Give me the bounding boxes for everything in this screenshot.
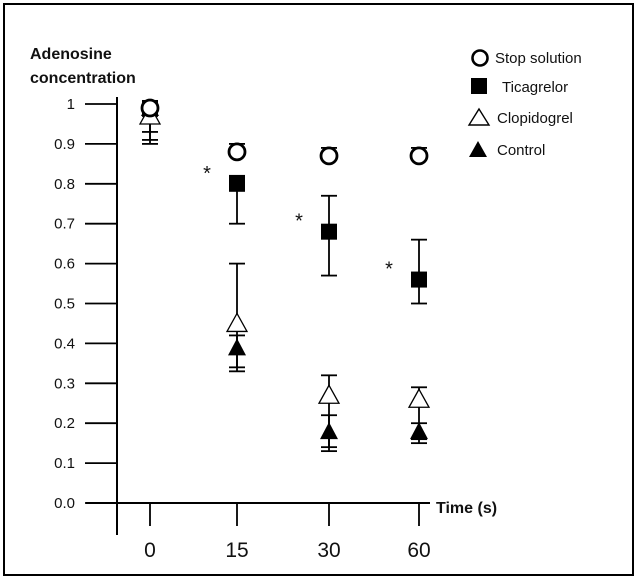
legend-open-triangle-icon	[467, 107, 491, 126]
y-axis-title-line-1: Adenosine	[30, 46, 112, 63]
x-tick-label: 15	[225, 539, 248, 562]
legend-item-control: Control	[469, 141, 545, 159]
axes	[86, 97, 430, 535]
stop-solution-point	[140, 98, 160, 118]
legend-filled-square-icon	[471, 78, 487, 94]
data-markers	[138, 98, 431, 440]
legend-label: Clopidogrel	[497, 110, 573, 127]
significance-markers: * * *	[203, 163, 393, 281]
x-tick-label: 60	[407, 539, 430, 562]
y-tick-label: 1	[67, 96, 75, 113]
x-axis-title: Time (s)	[436, 500, 497, 517]
y-tick-label: 0.0	[54, 495, 75, 512]
y-tick-label: 0.2	[54, 415, 75, 432]
x-tick-label: 0	[144, 539, 156, 562]
legend-item-clopidogrel: Clopidogrel	[467, 107, 573, 127]
control-point	[320, 422, 338, 440]
control-point	[228, 338, 246, 356]
x-tick-label: 30	[317, 539, 340, 562]
y-tick-label: 0.9	[54, 136, 75, 153]
significance-star: *	[203, 163, 211, 185]
y-ticks: 0.0 0.1 0.2 0.3 0.4 0.5 0.6 0.7 0.8 0.9 1	[54, 96, 117, 512]
y-tick-label: 0.5	[54, 296, 75, 313]
y-tick-label: 0.3	[54, 375, 75, 392]
significance-star: *	[295, 211, 303, 233]
y-tick-label: 0.8	[54, 176, 75, 193]
clopidogrel-point	[317, 383, 341, 404]
legend-item-ticagrelor: Ticagrelor	[471, 78, 568, 96]
clopidogrel-point	[225, 312, 249, 333]
legend-open-circle-icon	[471, 49, 489, 67]
legend-label: Ticagrelor	[502, 79, 568, 96]
clopidogrel-point	[407, 387, 431, 408]
legend-label: Control	[497, 142, 545, 159]
y-tick-label: 0.1	[54, 455, 75, 472]
control-point	[410, 422, 428, 440]
stop-solution-point	[227, 142, 247, 162]
ticagrelor-point	[229, 175, 245, 192]
legend: Stop solution Ticagrelor Clopidogrel Con…	[467, 49, 582, 159]
x-ticks: 0 15 30 60	[144, 503, 431, 562]
legend-filled-triangle-icon	[469, 141, 487, 157]
legend-label: Stop solution	[495, 50, 582, 67]
chart-border	[3, 3, 634, 576]
y-tick-label: 0.4	[54, 335, 75, 352]
legend-item-stop-solution: Stop solution	[471, 49, 582, 67]
y-axis-title-line-2: concentration	[30, 70, 136, 87]
stop-solution-point	[409, 146, 429, 166]
y-tick-label: 0.6	[54, 256, 75, 273]
ticagrelor-point	[411, 271, 427, 288]
ticagrelor-point	[321, 223, 337, 240]
y-tick-label: 0.7	[54, 216, 75, 233]
stop-solution-point	[319, 146, 339, 166]
significance-star: *	[385, 259, 393, 281]
